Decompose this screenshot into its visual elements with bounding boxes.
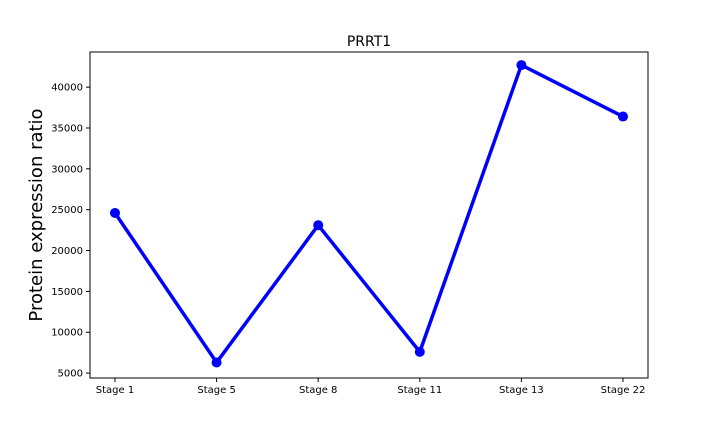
plot-frame [89,51,649,379]
y-tick-label: 15000 [51,287,83,298]
y-tick-label: 20000 [51,246,83,257]
y-tick-label: 10000 [51,328,83,339]
data-point [414,346,425,357]
data-point [110,207,120,218]
x-axis: Stage 1 Stage 5 Stage 8 Stage 11 Stage 13 Sta… [96,378,646,396]
y-tick-label: 30000 [51,164,83,175]
data-point [211,357,222,368]
series-group [110,60,628,368]
y-tick-label: 5000 [58,369,83,380]
chart-title: PRRT1 [347,34,391,50]
x-tick-label: Stage 22 [601,385,646,396]
y-axis: 5000 10000 15000 20000 25000 30000 35000 40000 [51,83,90,380]
y-tick-label: 25000 [51,205,83,216]
x-tick-label: Stage 5 [197,385,235,396]
y-tick-label: 40000 [51,83,83,94]
x-tick-label: Stage 8 [299,385,337,396]
x-tick-label: Stage 11 [397,385,442,396]
data-point [516,60,527,71]
series-line [113,63,624,365]
x-tick-label: Stage 13 [499,385,544,396]
y-axis-label: Protein expression ratio [26,108,47,321]
data-point [618,111,628,122]
data-point [313,220,324,231]
x-tick-label: Stage 1 [96,385,134,396]
y-tick-label: 35000 [51,123,83,134]
